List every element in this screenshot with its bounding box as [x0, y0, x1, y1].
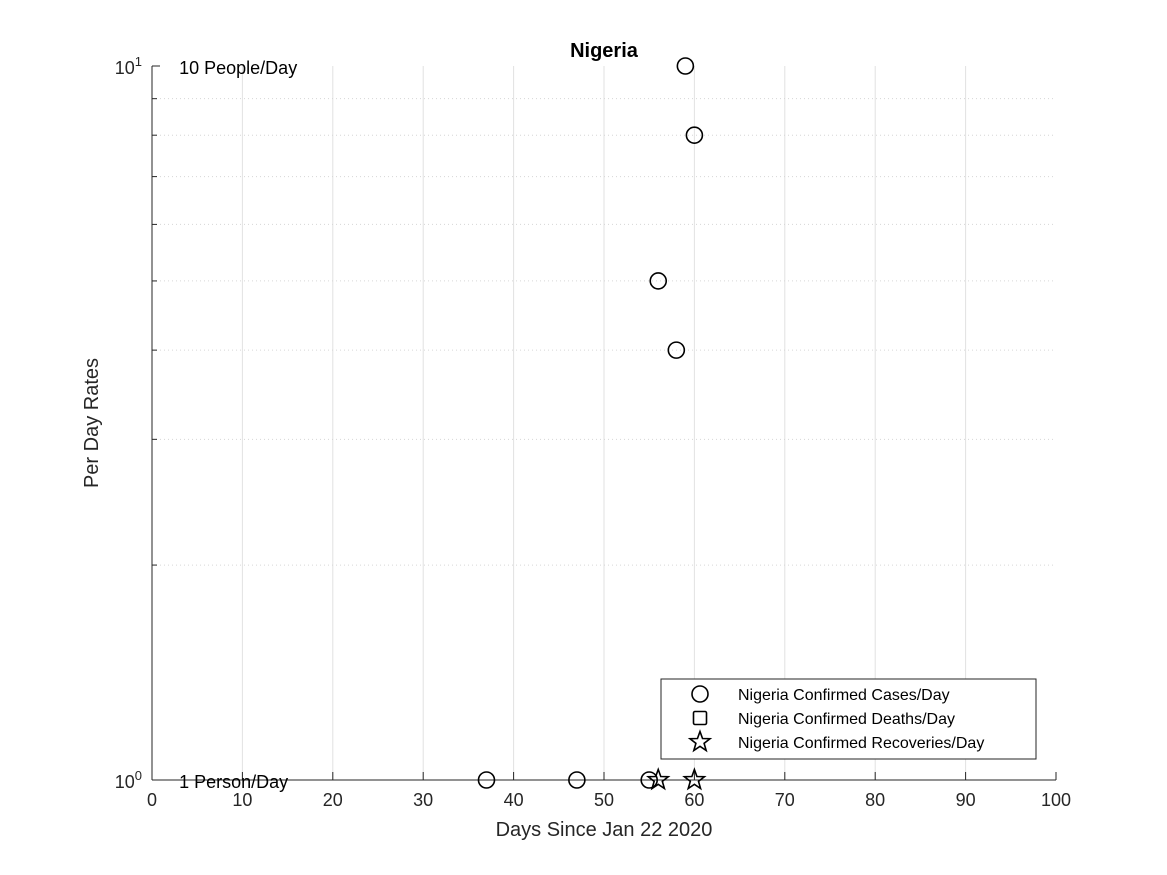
legend-box [660, 678, 1037, 760]
y-axis-label: Per Day Rates [81, 358, 103, 488]
x-tick-label: 0 [147, 790, 157, 810]
legend-symbol-square [692, 710, 708, 726]
legend: Nigeria Confirmed Cases/Day Nigeria Conf… [660, 678, 1037, 760]
data-point-star [646, 767, 671, 791]
x-tick-label: 70 [775, 790, 795, 810]
legend-symbols [687, 685, 713, 753]
x-axis-label: Days Since Jan 22 2020 [496, 819, 713, 841]
chart-title: Nigeria [570, 40, 639, 62]
x-tick-label: 10 [232, 790, 252, 810]
data-point-circle [477, 771, 496, 789]
x-tick-label: 60 [684, 790, 704, 810]
x-tick-label: 30 [413, 790, 433, 810]
data-point-circle [649, 272, 668, 290]
data-marks [477, 57, 707, 791]
annotation-label: 1 Person/Day [179, 772, 288, 792]
legend-symbol-star [687, 729, 713, 753]
legend-symbol-circle [691, 685, 709, 703]
x-tick-label: 40 [504, 790, 524, 810]
x-tick-label: 100 [1041, 790, 1071, 810]
legend-entry-recoveries: Nigeria Confirmed Recoveries/Day [738, 735, 984, 752]
annotation-label: 10 People/Day [179, 58, 297, 78]
data-point-circle [676, 57, 695, 75]
x-tick-label: 80 [865, 790, 885, 810]
data-point-circle [667, 341, 686, 359]
x-tick-label: 50 [594, 790, 614, 810]
grid [152, 66, 1056, 780]
y-tick-label: 101 [115, 54, 142, 78]
y-tick-label: 100 [115, 768, 142, 792]
axes [151, 65, 1057, 781]
data-point-circle [568, 771, 586, 789]
legend-entry-cases: Nigeria Confirmed Cases/Day [738, 687, 950, 704]
x-tick-label: 90 [956, 790, 976, 810]
tick-labels: 0 10 20 30 40 50 60 70 80 90 100 100 101 [115, 54, 1071, 810]
annotations: 10 People/Day 1 Person/Day [179, 58, 297, 792]
x-tick-label: 20 [323, 790, 343, 810]
data-point-circle [640, 771, 659, 789]
data-point-star [682, 767, 707, 791]
legend-entry-deaths: Nigeria Confirmed Deaths/Day [738, 711, 955, 728]
data-point-circle [685, 126, 704, 144]
